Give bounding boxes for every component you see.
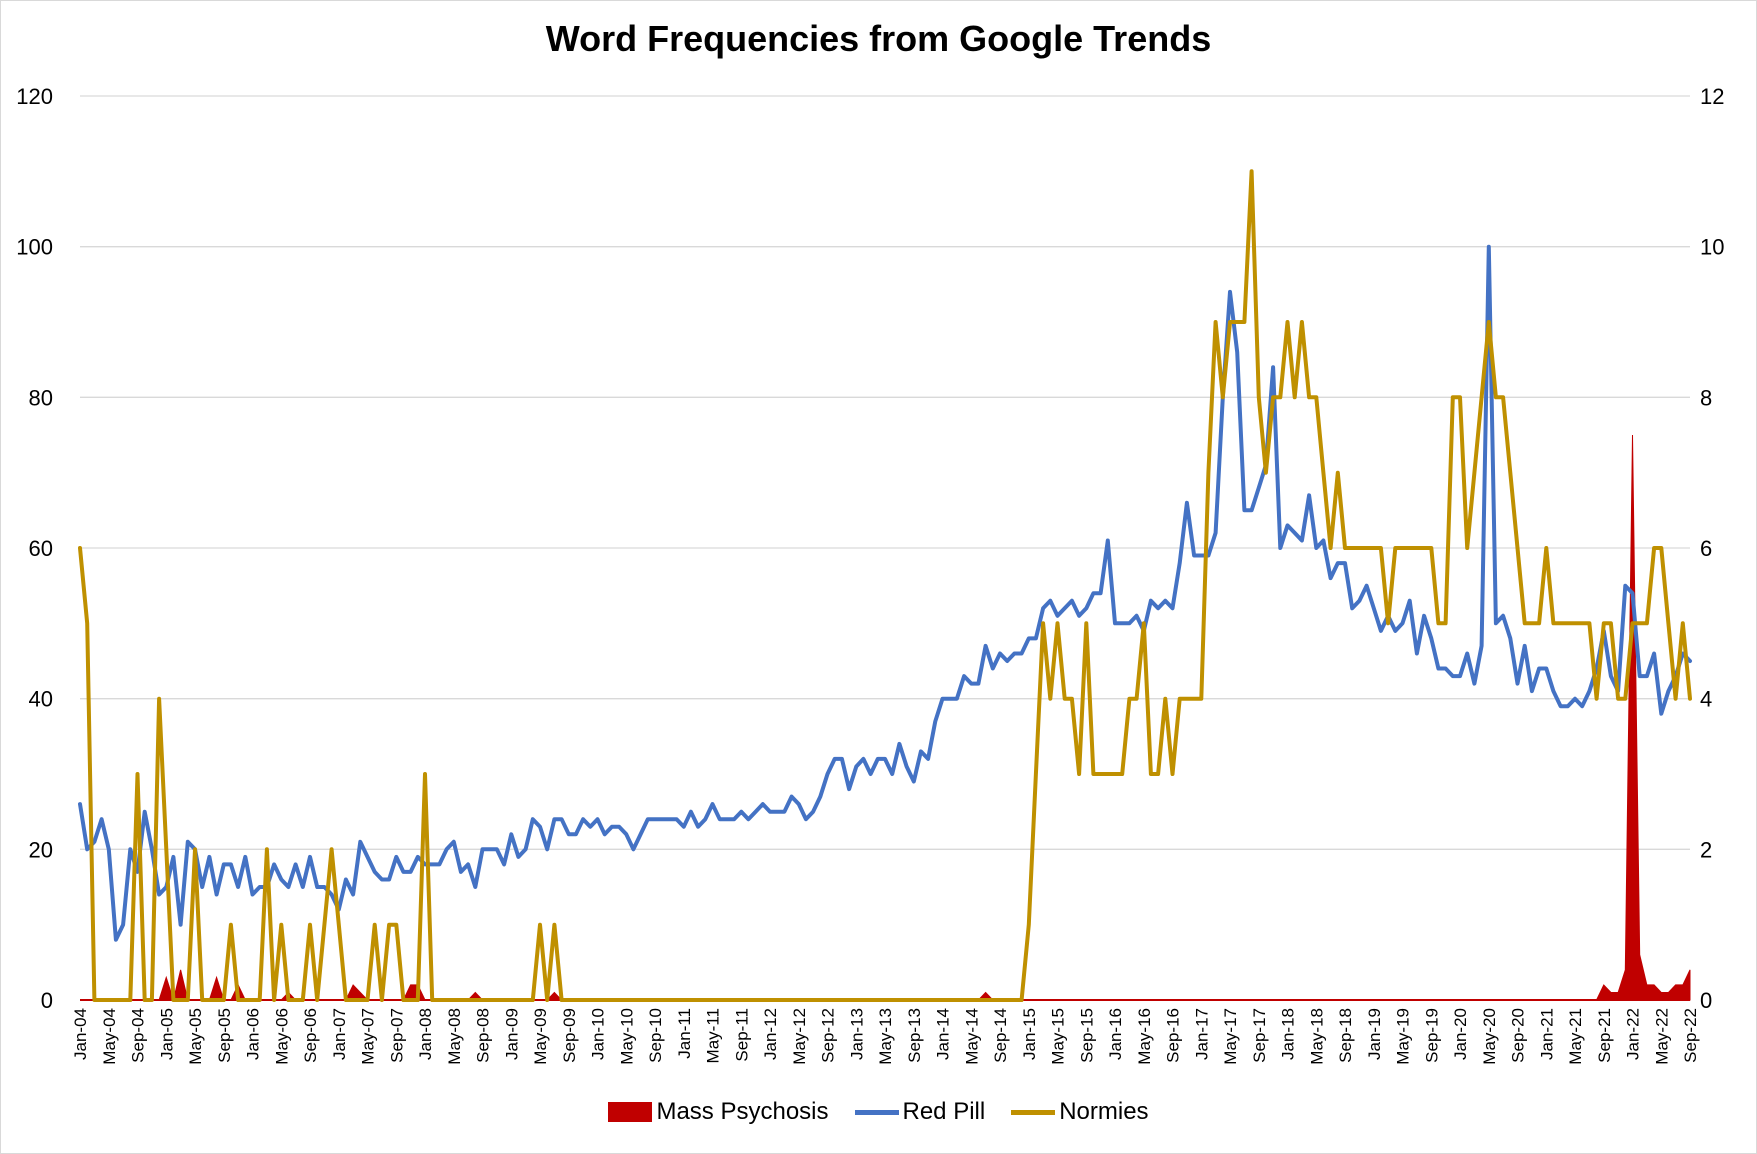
x-tick-label: May-06	[272, 1008, 291, 1065]
chart-title: Word Frequencies from Google Trends	[545, 18, 1212, 59]
x-tick-label: May-17	[1221, 1008, 1240, 1065]
x-tick-label: Sep-18	[1336, 1008, 1355, 1063]
y2-tick-label: 10	[1700, 235, 1724, 260]
x-tick-label: Jan-07	[330, 1008, 349, 1060]
y-tick-label: 120	[16, 84, 53, 109]
x-tick-label: Sep-16	[1164, 1008, 1183, 1063]
x-tick-label: May-12	[790, 1008, 809, 1065]
y2-tick-label: 8	[1700, 385, 1712, 410]
x-tick-label: May-13	[876, 1008, 895, 1065]
x-tick-label: Jan-06	[244, 1008, 263, 1060]
y-tick-label: 100	[16, 235, 53, 260]
x-tick-label: Jan-13	[847, 1008, 866, 1060]
x-tick-label: Jan-22	[1624, 1008, 1643, 1060]
x-tick-label: Jan-12	[761, 1008, 780, 1060]
x-tick-label: Sep-15	[1077, 1008, 1096, 1063]
x-tick-label: May-20	[1480, 1008, 1499, 1065]
x-tick-label: Jan-11	[675, 1008, 694, 1059]
x-tick-label: Jan-19	[1365, 1008, 1384, 1060]
x-tick-label: Sep-11	[732, 1008, 751, 1062]
x-tick-label: Sep-19	[1422, 1008, 1441, 1063]
x-tick-label: Sep-07	[387, 1008, 406, 1063]
y-tick-label: 40	[29, 687, 53, 712]
x-tick-label: May-21	[1566, 1008, 1585, 1065]
legend-swatch-normies	[1011, 1109, 1056, 1115]
legend-label-normies: Normies	[1059, 1098, 1149, 1125]
x-tick-label: Sep-09	[560, 1008, 579, 1063]
x-tick-label: Sep-08	[474, 1008, 493, 1063]
x-tick-label: Jan-16	[1106, 1008, 1125, 1060]
y-tick-label: 0	[41, 988, 53, 1013]
x-tick-label: Sep-13	[905, 1008, 924, 1063]
x-tick-label: May-09	[531, 1008, 550, 1065]
x-tick-label: Jan-14	[934, 1008, 953, 1060]
legend-swatch-mass-psychosis	[608, 1102, 653, 1122]
series-line-red-pill	[78, 244, 1692, 942]
legend-item-mass-psychosis: Mass Psychosis	[608, 1098, 829, 1126]
x-tick-label: May-19	[1394, 1008, 1413, 1065]
x-tick-label: May-08	[445, 1008, 464, 1065]
x-tick-label: Jan-17	[1192, 1008, 1211, 1060]
y-tick-label: 20	[29, 837, 53, 862]
x-tick-label: Jan-21	[1537, 1008, 1556, 1060]
x-tick-label: May-18	[1307, 1008, 1326, 1065]
x-tick-label: May-10	[617, 1008, 636, 1065]
chart-legend: Mass Psychosis Red Pill Normies	[0, 1098, 1757, 1126]
x-tick-label: Jan-09	[502, 1008, 521, 1060]
x-tick-label: Sep-20	[1509, 1008, 1528, 1063]
x-tick-label: May-16	[1135, 1008, 1154, 1065]
legend-swatch-red-pill	[854, 1109, 899, 1115]
x-tick-label: Sep-17	[1250, 1008, 1269, 1063]
y-tick-label: 80	[29, 385, 53, 410]
x-tick-label: Jan-10	[589, 1008, 608, 1060]
y2-tick-label: 4	[1700, 687, 1712, 712]
x-tick-label: Jan-04	[71, 1008, 90, 1060]
x-tick-label: May-22	[1652, 1008, 1671, 1065]
x-tick-label: May-11	[704, 1008, 723, 1063]
x-tick-label: Sep-12	[819, 1008, 838, 1063]
legend-label-mass-psychosis: Mass Psychosis	[656, 1098, 829, 1125]
x-tick-label: Sep-21	[1595, 1008, 1614, 1063]
x-tick-label: May-14	[962, 1008, 981, 1065]
x-tick-label: Sep-14	[991, 1008, 1010, 1063]
x-tick-label: Jan-20	[1451, 1008, 1470, 1060]
y2-tick-label: 0	[1700, 988, 1712, 1013]
series-line-normies	[78, 169, 1692, 1002]
x-tick-label: Sep-22	[1681, 1008, 1700, 1063]
y-tick-label: 60	[29, 536, 53, 561]
legend-item-normies: Normies	[1011, 1098, 1149, 1126]
x-tick-label: Sep-06	[301, 1008, 320, 1063]
x-tick-label: Sep-05	[215, 1008, 234, 1063]
legend-label-red-pill: Red Pill	[902, 1098, 986, 1125]
series-area-mass-psychosis	[158, 434, 1691, 1002]
x-tick-label: Jan-05	[157, 1008, 176, 1060]
x-tick-label: Sep-04	[129, 1008, 148, 1063]
x-tick-label: May-05	[186, 1008, 205, 1065]
legend-item-red-pill: Red Pill	[854, 1098, 986, 1126]
x-tick-label: May-07	[359, 1008, 378, 1065]
x-tick-label: May-15	[1049, 1008, 1068, 1065]
x-tick-label: Jan-15	[1020, 1008, 1039, 1060]
x-tick-label: May-04	[100, 1008, 119, 1065]
x-tick-label: Jan-18	[1279, 1008, 1298, 1060]
y2-tick-label: 2	[1700, 837, 1712, 862]
x-tick-label: Jan-08	[416, 1008, 435, 1060]
y2-tick-label: 6	[1700, 536, 1712, 561]
y2-tick-label: 12	[1700, 84, 1724, 109]
x-tick-label: Sep-10	[646, 1008, 665, 1063]
